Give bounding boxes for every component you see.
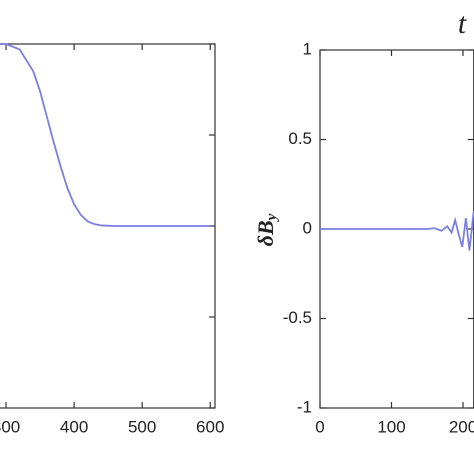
- x-tick-label: 300: [0, 417, 20, 436]
- y-tick-label: -1: [297, 397, 312, 416]
- y-axis-label-sub: y: [264, 213, 280, 222]
- line-series: [320, 211, 474, 251]
- y-axis-label: δBy: [253, 213, 280, 246]
- x-tick-label: 100: [377, 417, 405, 436]
- y-tick-label: 0.5: [288, 129, 312, 148]
- chart-title: t: [458, 7, 467, 40]
- x-tick-label: 600: [196, 417, 224, 436]
- y-tick-label: 0: [303, 218, 312, 237]
- y-tick-label: 1: [303, 39, 312, 58]
- x-tick-label: 500: [128, 417, 156, 436]
- x-tick-label: 400: [60, 417, 88, 436]
- x-tick-label: 0: [315, 417, 324, 436]
- line-series: [0, 43, 211, 227]
- x-tick-label: 200: [449, 417, 474, 436]
- y-tick-label: -0.5: [283, 308, 312, 327]
- y-axis-label-main: δB: [253, 220, 278, 246]
